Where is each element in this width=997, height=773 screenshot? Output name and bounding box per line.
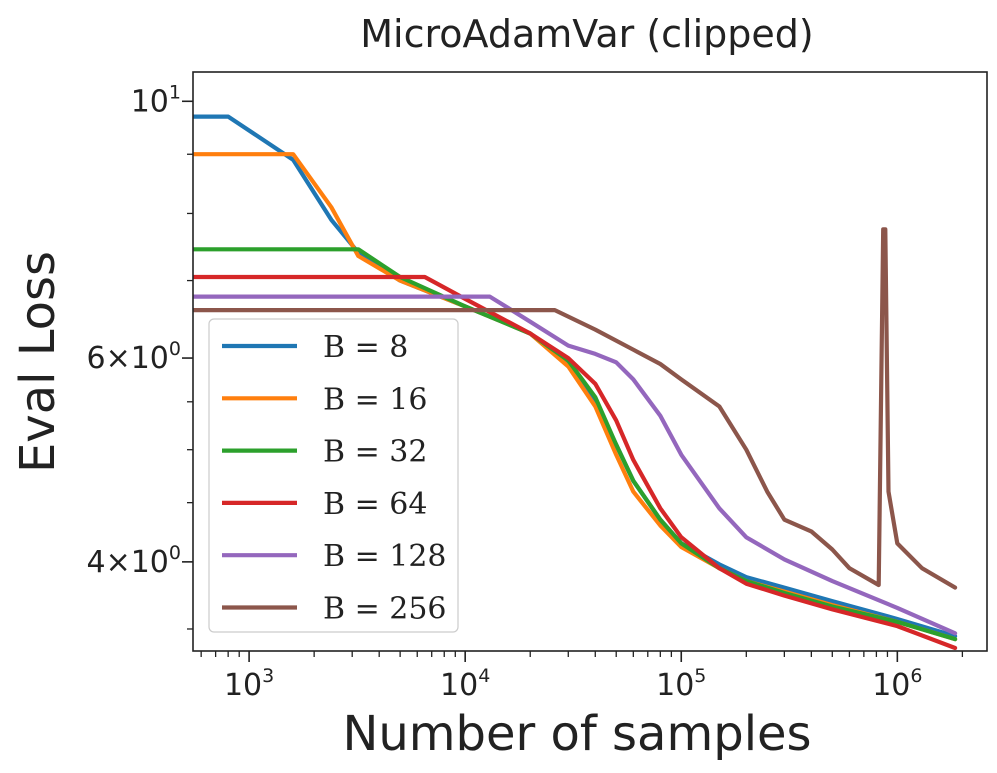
legend-label-5: B = 256 (323, 592, 447, 627)
x-tick-label-3: 106 (872, 665, 922, 703)
series-line-5 (193, 227, 958, 590)
legend: B = 8 B = 16 B = 32 B = 64 B = 128 B = 256 (208, 318, 459, 633)
series-line-4 (193, 294, 958, 636)
y-axis-title: Eval Loss (10, 251, 66, 473)
x-tick-label-0: 103 (224, 665, 274, 703)
legend-label-3: B = 64 (323, 487, 427, 522)
tick-layer: 103 104 105 106 101 6×100 4×100 (87, 81, 964, 703)
plot-frame (192, 71, 988, 652)
x-axis-title: Number of samples (342, 706, 811, 762)
legend-label-1: B = 16 (323, 382, 427, 417)
y-tick-label-2: 4×100 (87, 542, 182, 580)
x-tick-label-2: 105 (656, 665, 706, 703)
legend-label-2: B = 32 (323, 435, 427, 470)
x-tick-label-1: 104 (440, 665, 490, 703)
y-tick-label-0: 101 (131, 81, 181, 119)
legend-frame (208, 318, 459, 633)
legend-label-0: B = 8 (323, 330, 408, 365)
chart-title: MicroAdamVar (clipped) (360, 12, 813, 56)
legend-label-4: B = 128 (323, 539, 447, 574)
y-tick-label-1: 6×100 (87, 338, 182, 376)
series-layer (193, 114, 958, 651)
series-line-3 (193, 274, 958, 651)
